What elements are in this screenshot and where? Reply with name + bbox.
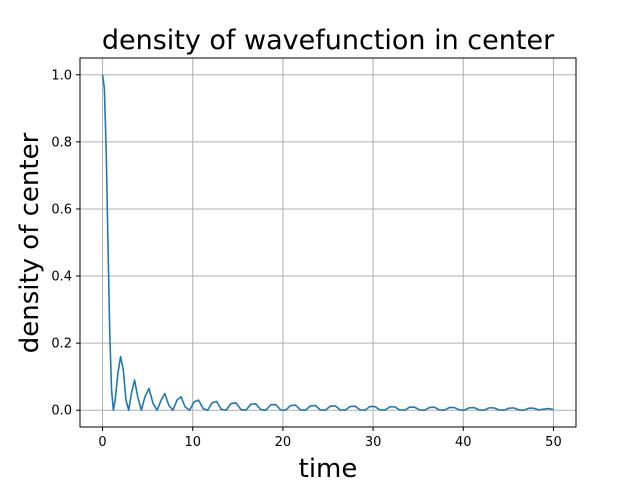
x-tick-label: 40 <box>455 435 472 450</box>
y-tick-label: 0.4 <box>51 270 72 285</box>
plot-frame <box>79 57 577 428</box>
series-layer <box>101 74 554 412</box>
plot-area <box>80 58 576 427</box>
x-tick-label: 10 <box>184 435 201 450</box>
chart-title: density of wavefunction in center <box>102 25 555 56</box>
y-tick-label: 1.0 <box>51 68 72 83</box>
y-tick-label: 0.8 <box>51 135 72 150</box>
x-tick-label: 20 <box>275 435 292 450</box>
y-axis-label: density of center <box>15 132 45 353</box>
y-tick-label: 0.2 <box>51 337 72 352</box>
x-axis-label: time <box>299 454 358 480</box>
x-tick-label: 0 <box>98 435 106 450</box>
y-tick-label: 0.6 <box>51 202 72 217</box>
grid <box>80 58 576 427</box>
x-tick-label: 50 <box>545 435 562 450</box>
series-line <box>101 74 554 412</box>
x-tick-label: 30 <box>365 435 382 450</box>
ticks: 0 10 20 30 40 50 0.0 0.2 0.4 0.6 0.8 1.0 <box>51 68 561 450</box>
y-tick-label: 0.0 <box>51 404 72 419</box>
